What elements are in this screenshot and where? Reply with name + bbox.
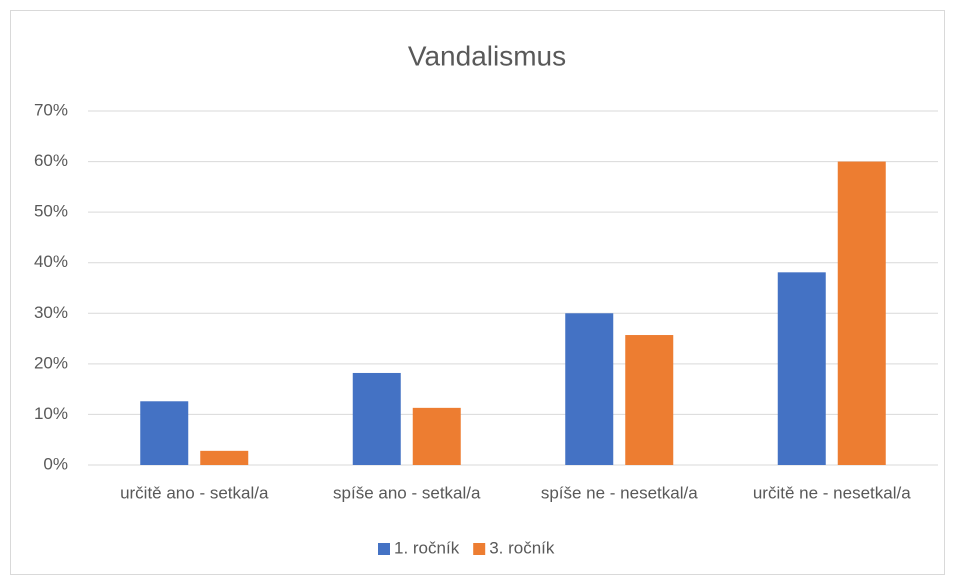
legend-swatch [378,543,390,555]
bar [837,161,886,466]
x-tick-label: spíše ne - nesetkal/a [541,483,698,502]
bar [352,372,401,465]
legend-label: 3. ročník [489,538,555,557]
y-tick-label: 50% [34,202,68,221]
bar [625,335,674,465]
y-tick-label: 40% [34,252,68,271]
bar [412,407,461,465]
y-tick-label: 20% [34,353,68,372]
legend-label: 1. ročník [394,538,460,557]
bar [777,272,826,465]
x-tick-label: spíše ano - setkal/a [333,483,481,502]
x-tick-label: určitě ano - setkal/a [120,483,269,502]
bar [200,450,249,465]
y-tick-label: 70% [34,100,68,119]
chart-title: Vandalismus [408,40,566,71]
bar [140,401,189,465]
y-tick-label: 60% [34,151,68,170]
bar [565,313,614,465]
legend-swatch [473,543,486,555]
y-tick-label: 10% [34,404,68,423]
y-tick-label: 30% [34,303,68,322]
y-tick-label: 0% [43,454,68,473]
x-tick-label: určitě ne - nesetkal/a [753,483,911,502]
